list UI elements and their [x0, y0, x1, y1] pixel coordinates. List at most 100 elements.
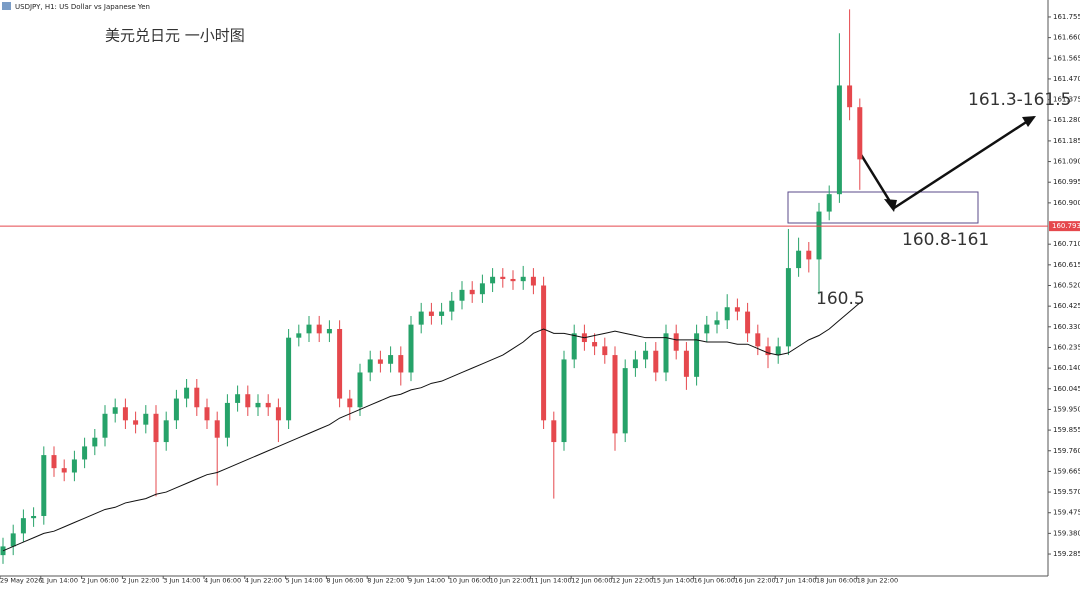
y-tick-label: 160.900	[1053, 199, 1080, 207]
candle-body	[765, 346, 771, 356]
y-tick-label: 160.140	[1053, 364, 1080, 372]
candle-body	[92, 437, 98, 447]
candle-body	[653, 350, 659, 373]
x-tick-label: 3 Jun 14:00	[163, 577, 200, 585]
candle-body	[632, 359, 638, 369]
price-label: 160.793	[1052, 222, 1080, 230]
y-tick-label: 160.425	[1053, 302, 1080, 310]
candle-body	[714, 320, 720, 325]
y-tick-label: 159.570	[1053, 488, 1080, 496]
x-tick-label: 10 Jun 06:00	[449, 577, 490, 585]
candle-body	[224, 402, 230, 438]
plot-area: 161.755 161.660 161.565 161.470 161.375 161.2…	[0, 9, 1080, 585]
candle-body	[163, 420, 169, 443]
y-tick-label: 160.710	[1053, 240, 1080, 248]
candle-body	[490, 276, 496, 284]
candle-body	[347, 398, 353, 408]
y-tick-label: 159.665	[1053, 467, 1080, 475]
y-tick-label: 161.470	[1053, 75, 1080, 83]
candle-body	[663, 333, 669, 373]
candle-body	[612, 355, 618, 434]
candle-body	[796, 250, 802, 269]
annotation: 160.8-161	[902, 230, 989, 250]
candle-body	[683, 350, 689, 377]
candle-body	[122, 407, 128, 421]
y-tick-label: 161.280	[1053, 116, 1080, 124]
candle-body	[469, 289, 475, 295]
candle-body	[530, 276, 536, 286]
candle-body	[133, 420, 139, 425]
candle-body	[816, 211, 822, 260]
candle-body	[204, 407, 210, 421]
candle-body	[306, 324, 312, 334]
candle-body	[265, 402, 271, 408]
candle-body	[673, 333, 679, 351]
candle-body	[561, 359, 567, 443]
candle-body	[51, 455, 57, 469]
symbol-icon	[2, 2, 11, 10]
x-tick-label: 29 May 2026	[0, 577, 42, 585]
y-tick-label: 159.475	[1053, 509, 1080, 517]
x-tick-label: 12 Jun 22:00	[612, 577, 653, 585]
y-tick-label: 159.380	[1053, 529, 1080, 537]
candle-body	[643, 350, 649, 360]
candle-body	[20, 518, 26, 534]
candle-body	[847, 85, 853, 108]
candle-body	[153, 413, 159, 443]
candle-body	[245, 394, 251, 408]
chart-header: USDJPY, H1: US Dollar vs Japanese Yen	[15, 3, 150, 11]
candle-body	[857, 107, 863, 160]
x-tick-label: 11 Jun 14:00	[530, 577, 571, 585]
candle-body	[459, 289, 465, 301]
y-tick-label: 161.090	[1053, 158, 1080, 166]
candle-body	[775, 346, 781, 356]
y-tick-label: 159.950	[1053, 405, 1080, 413]
y-tick-label: 161.375	[1053, 96, 1080, 104]
candle-body	[398, 355, 404, 373]
candle-body	[694, 333, 700, 377]
candle-body	[71, 459, 77, 473]
y-tick-label: 159.760	[1053, 447, 1080, 455]
x-tick-label: 1 Jun 14:00	[41, 577, 78, 585]
candle-body	[112, 407, 118, 414]
annotation: 161.3-161.5	[968, 90, 1071, 110]
y-tick-label: 160.615	[1053, 261, 1080, 269]
candle-body	[592, 342, 598, 347]
candle-body	[724, 307, 730, 321]
x-tick-label: 8 Jun 06:00	[326, 577, 363, 585]
candle-body	[255, 402, 261, 408]
annotation: 160.5	[816, 289, 865, 309]
moving-average	[2, 302, 861, 552]
x-tick-label: 18 Jun 06:00	[816, 577, 857, 585]
price-label-box	[1049, 221, 1080, 232]
candle-body	[235, 394, 241, 403]
candle-body	[388, 355, 394, 364]
candle-body	[745, 311, 751, 334]
candle-body	[510, 278, 516, 282]
candle-body	[479, 283, 485, 295]
x-tick-label: 5 Jun 14:00	[286, 577, 323, 585]
candle-body	[184, 387, 190, 399]
y-tick-label: 160.330	[1053, 323, 1080, 331]
y-tick-label: 161.565	[1053, 54, 1080, 62]
x-tick-label: 9 Jun 14:00	[408, 577, 445, 585]
candle-body	[194, 387, 200, 408]
candle-body	[826, 194, 832, 212]
y-tick-label: 159.285	[1053, 550, 1080, 558]
candle-body	[337, 328, 343, 399]
candle-body	[806, 250, 812, 260]
y-tick-label: 160.045	[1053, 385, 1080, 393]
y-tick-label: 160.520	[1053, 281, 1080, 289]
x-tick-label: 4 Jun 06:00	[204, 577, 241, 585]
x-tick-label: 18 Jun 22:00	[857, 577, 898, 585]
candle-body	[367, 359, 373, 373]
candle-body	[82, 446, 88, 460]
x-tick-label: 16 Jun 22:00	[734, 577, 775, 585]
candle-body	[10, 533, 16, 547]
candle-body	[622, 368, 628, 434]
candle-body	[214, 420, 220, 438]
candle-body	[551, 420, 557, 443]
candle-body	[377, 359, 383, 364]
